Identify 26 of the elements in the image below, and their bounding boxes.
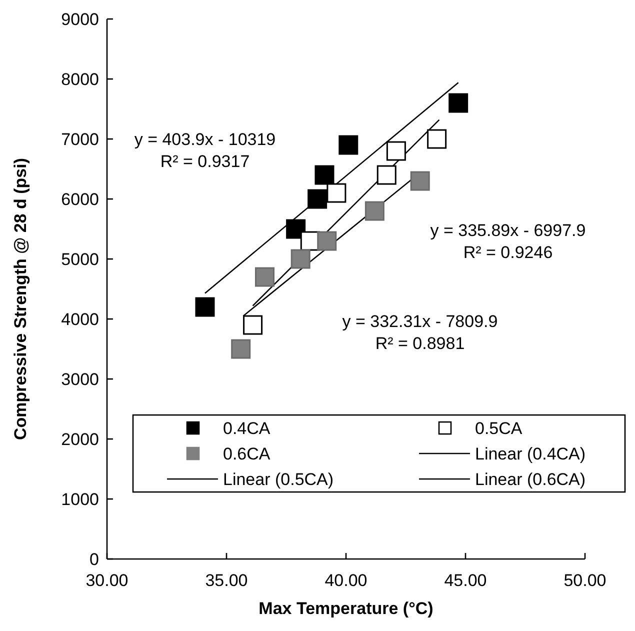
annotation: y = 332.31x - 7809.9 R² = 0.8981 — [342, 312, 498, 353]
x-tick-label: 50.00 — [564, 571, 606, 590]
legend-label: Linear (0.6CA) — [475, 470, 586, 489]
y-tick-label: 8000 — [61, 70, 99, 89]
x-axis-title: Max Temperature (°C) — [258, 599, 434, 618]
y-tick-label: 0 — [90, 550, 99, 569]
x-tick-label: 45.00 — [444, 571, 487, 590]
x-tick-label: 30.00 — [86, 571, 128, 590]
y-tick-label: 5000 — [61, 250, 99, 269]
y-tick-label: 2000 — [61, 430, 99, 449]
legend-label: 0.6CA — [223, 444, 271, 464]
y-tick-label: 6000 — [61, 190, 99, 209]
y-tick-label: 3000 — [61, 370, 99, 389]
legend-label: 0.4CA — [223, 418, 271, 438]
x-tick-label: 35.00 — [205, 571, 248, 590]
y-tick-label: 1000 — [61, 490, 99, 509]
legend-label: Linear (0.4CA) — [475, 444, 586, 464]
legend-label: 0.5CA — [475, 418, 523, 438]
y-tick-label: 7000 — [61, 130, 99, 149]
x-tick-label: 40.00 — [324, 571, 368, 590]
legend-label: Linear (0.5CA) — [223, 470, 334, 489]
y-tick-label: 9000 — [61, 10, 99, 29]
annotation: y = 335.89x - 6997.9 R² = 0.9246 — [430, 220, 586, 262]
y-tick-label: 4000 — [61, 310, 99, 329]
annotation: y = 403.9x - 10319 R² = 0.9317 — [134, 130, 276, 171]
y-axis-title: Compressive Strength @ 28 d (psi) — [11, 158, 30, 440]
